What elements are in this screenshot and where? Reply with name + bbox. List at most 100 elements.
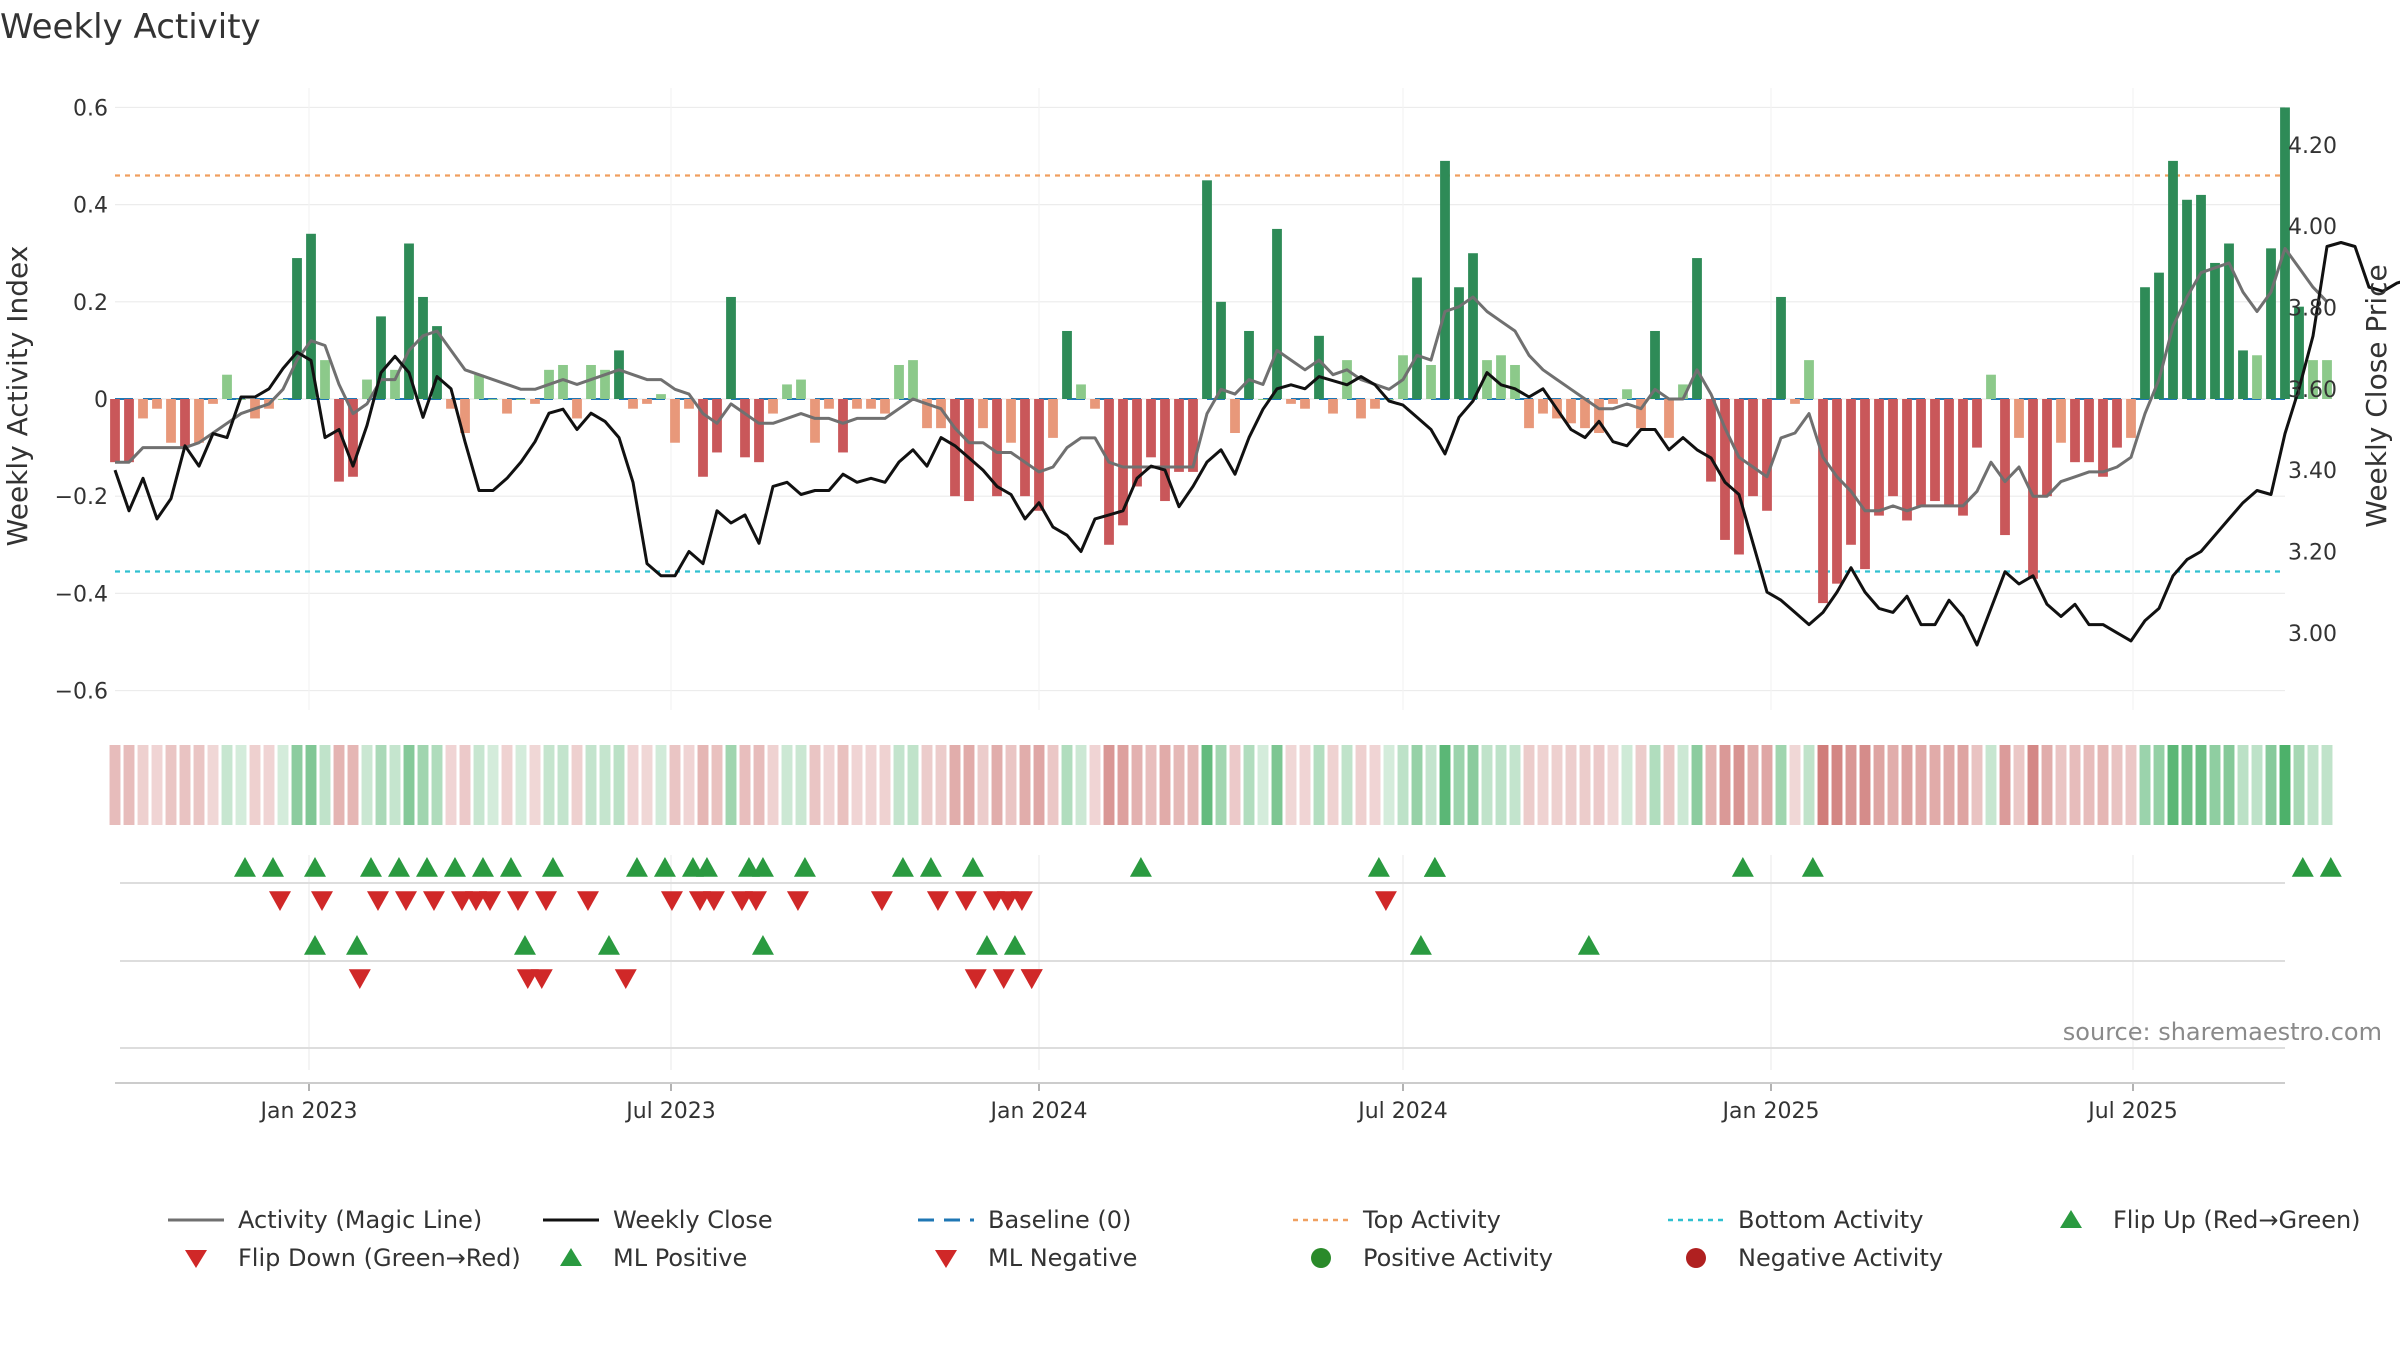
x-tick-label: Jul 2024 xyxy=(1356,1099,1448,1124)
flip-down-marker xyxy=(660,891,683,911)
activity-bar xyxy=(418,296,428,399)
activity-bar xyxy=(1762,399,1772,511)
legend-label: Flip Up (Red→Green) xyxy=(2113,1206,2361,1234)
heat-cell xyxy=(207,745,219,825)
activity-bar xyxy=(1622,389,1632,399)
heat-cell xyxy=(725,745,737,825)
activity-bar xyxy=(670,399,680,443)
heat-cell xyxy=(1467,745,1479,825)
right-axis-label: Weekly Close Price xyxy=(2360,264,2393,527)
activity-bar xyxy=(2224,243,2234,399)
ml-positive-marker xyxy=(513,935,536,955)
legend-label: Weekly Close xyxy=(613,1206,773,1234)
source-note: source: sharemaestro.com xyxy=(2063,1018,2382,1046)
activity-bar xyxy=(1748,399,1758,497)
legend-label: Negative Activity xyxy=(1738,1244,1943,1272)
activity-bar xyxy=(1734,399,1744,555)
activity-bar xyxy=(488,399,498,400)
heat-cell xyxy=(501,745,513,825)
legend-item: Top Activity xyxy=(1293,1206,1501,1234)
activity-bar xyxy=(166,399,176,443)
activity-bar xyxy=(1132,399,1142,487)
heat-cell xyxy=(1957,745,1969,825)
activity-bar xyxy=(1916,399,1926,506)
heat-cell xyxy=(1691,745,1703,825)
heat-cell xyxy=(305,745,317,825)
activity-bar xyxy=(306,233,316,399)
flip-down-marker xyxy=(576,891,599,911)
heat-cell xyxy=(893,745,905,825)
legend-label: Top Activity xyxy=(1362,1206,1501,1234)
activity-bar xyxy=(460,399,470,434)
ml-negative-marker xyxy=(530,969,553,989)
heat-cell xyxy=(1873,745,1885,825)
heat-cell xyxy=(571,745,583,825)
heat-cell xyxy=(557,745,569,825)
heat-cell xyxy=(1761,745,1773,825)
heat-cell xyxy=(627,745,639,825)
left-axis-label: Weekly Activity Index xyxy=(1,246,34,547)
heat-cell xyxy=(417,745,429,825)
activity-bar xyxy=(880,399,890,414)
activity-bar xyxy=(838,399,848,453)
axes: 0.6 0.4 0.2 0 −0.2 −0.4 −0.6 4.20 4.00 3.80 3.60 3.… xyxy=(55,96,2337,1124)
heat-cell xyxy=(151,745,163,825)
ml-negative-marker xyxy=(992,969,1015,989)
activity-bar xyxy=(796,379,806,399)
activity-bar xyxy=(1188,399,1198,472)
activity-bar xyxy=(446,399,456,409)
flip-down-marker xyxy=(954,891,977,911)
heat-cell xyxy=(1047,745,1059,825)
heat-cell xyxy=(1481,745,1493,825)
weekly-close-line xyxy=(113,241,2400,647)
flip-up-marker xyxy=(1731,857,1754,877)
left-tick-label: 0 xyxy=(94,388,108,413)
heat-cell xyxy=(865,745,877,825)
activity-bar xyxy=(2014,399,2024,438)
legend-label: ML Negative xyxy=(988,1244,1137,1272)
flip-up-marker xyxy=(737,857,760,877)
activity-bar xyxy=(1020,399,1030,497)
heat-cell xyxy=(2097,745,2109,825)
heat-cell xyxy=(641,745,653,825)
heat-cell xyxy=(2055,745,2067,825)
activity-bar xyxy=(600,369,610,399)
heat-cell xyxy=(613,745,625,825)
heat-cell xyxy=(1551,745,1563,825)
heat-cell xyxy=(487,745,499,825)
activity-bar xyxy=(208,399,218,404)
ml-positive-marker xyxy=(975,935,998,955)
flip-down-marker xyxy=(982,891,1005,911)
heat-cell xyxy=(221,745,233,825)
activity-bar xyxy=(292,258,302,399)
legend-label: Flip Down (Green→Red) xyxy=(238,1244,521,1272)
activity-bar xyxy=(1776,296,1786,399)
x-tick-label: Jan 2024 xyxy=(989,1099,1088,1124)
heat-cell xyxy=(2251,745,2263,825)
heat-cell xyxy=(1215,745,1227,825)
magic-line xyxy=(115,246,2329,513)
flip-up-marker xyxy=(387,857,410,877)
activity-bar xyxy=(334,399,344,482)
heat-cell xyxy=(2293,745,2305,825)
activity-bar xyxy=(348,399,358,477)
activity-bar xyxy=(2070,399,2080,463)
x-tick-label: Jan 2025 xyxy=(1721,1099,1820,1124)
heat-cell xyxy=(795,745,807,825)
activity-bar xyxy=(1258,399,1268,400)
ml-positive-marker xyxy=(303,935,326,955)
activity-bar xyxy=(684,399,694,409)
heat-cell xyxy=(2321,745,2333,825)
activity-bar xyxy=(1244,330,1254,399)
activity-bar xyxy=(432,326,442,399)
flip-down-marker xyxy=(702,891,725,911)
legend-item: Positive Activity xyxy=(1311,1244,1553,1272)
heat-cell xyxy=(375,745,387,825)
heat-cell xyxy=(809,745,821,825)
activity-bar xyxy=(194,399,204,443)
heat-cell xyxy=(1705,745,1717,825)
flip-up-marker xyxy=(1801,857,1824,877)
activity-bar xyxy=(992,399,1002,497)
legend-label: ML Positive xyxy=(613,1244,747,1272)
